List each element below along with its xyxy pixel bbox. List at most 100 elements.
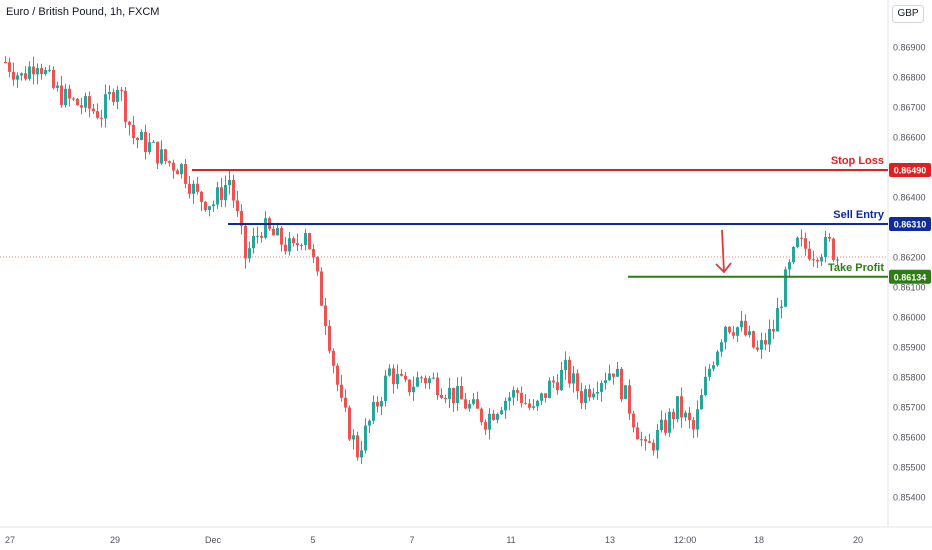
candle-body (36, 68, 39, 75)
candle-body (368, 420, 371, 426)
candle-body (716, 351, 719, 366)
x-tick-label: 12:00 (674, 535, 697, 545)
candle-body (4, 62, 7, 63)
candle-body (788, 262, 791, 270)
x-tick-label: 20 (853, 535, 863, 545)
candle-body (224, 185, 227, 201)
candle-body (416, 377, 419, 387)
candle-body (720, 342, 723, 352)
candle-body (168, 161, 171, 163)
candle-body (164, 149, 167, 162)
y-tick-label: 0.86400 (893, 193, 926, 203)
candle-body (792, 246, 795, 263)
candle-body (232, 179, 235, 201)
candle-body (120, 89, 123, 91)
currency-button[interactable]: GBP (892, 5, 924, 23)
candle-body (524, 403, 527, 405)
y-tick-label: 0.85500 (893, 463, 926, 473)
candle-body (28, 66, 31, 79)
y-tick-label: 0.86100 (893, 283, 926, 293)
candle-body (200, 191, 203, 202)
y-tick-label: 0.86200 (893, 253, 926, 263)
candle-body (280, 227, 283, 245)
y-tick-label: 0.85900 (893, 343, 926, 353)
candle-body (88, 96, 91, 109)
candle-body (344, 397, 347, 408)
candle-body (408, 379, 411, 393)
candle-body (620, 368, 623, 400)
candle-body (576, 373, 579, 392)
candle-body (488, 413, 491, 430)
candle-body (172, 162, 175, 171)
candle-body (804, 238, 807, 249)
candle-body (504, 400, 507, 411)
x-tick-label: Dec (205, 535, 222, 545)
y-tick-label: 0.86000 (893, 313, 926, 323)
candle-body (724, 326, 727, 343)
candle-body (184, 164, 187, 184)
candle-body (180, 164, 183, 175)
candle-body (412, 386, 415, 393)
candle-body (208, 206, 211, 211)
candle-body (832, 238, 835, 261)
candle-body (56, 85, 59, 88)
candle-body (684, 412, 687, 418)
candle-body (640, 439, 643, 441)
candle-body (328, 325, 331, 351)
candle-body (596, 391, 599, 394)
candle-body (160, 149, 163, 164)
candle-body (484, 422, 487, 430)
candle-body (680, 396, 683, 418)
candle-body (740, 320, 743, 328)
candle-body (516, 390, 519, 393)
candle-body (744, 320, 747, 335)
level-label-2: Take Profit (828, 262, 884, 274)
level-price-text-1: 0.86310 (894, 220, 927, 230)
candle-body (308, 232, 311, 250)
candle-body (644, 439, 647, 442)
candle-body (760, 340, 763, 350)
candle-body (356, 435, 359, 458)
candle-body (464, 399, 467, 409)
candle-body (176, 170, 179, 175)
level-label-0: Stop Loss (831, 155, 884, 167)
candle-body (228, 179, 231, 186)
candle-body (12, 71, 15, 80)
candle-body (352, 435, 355, 440)
candle-body (652, 442, 655, 451)
candle-body (196, 183, 199, 192)
candle-body (472, 399, 475, 404)
candle-body (76, 98, 79, 106)
candle-body (604, 380, 607, 384)
candle-body (500, 410, 503, 415)
candle-body (732, 332, 735, 336)
candle-body (712, 365, 715, 369)
candle-body (548, 380, 551, 398)
candle-body (304, 232, 307, 245)
candle-body (388, 368, 391, 376)
candle-body (188, 183, 191, 194)
candle-body (72, 98, 75, 100)
candle-body (812, 259, 815, 261)
candle-body (828, 236, 831, 239)
candle-body (32, 66, 35, 75)
candle-body (572, 373, 575, 384)
candle-body (80, 105, 83, 108)
candle-body (784, 269, 787, 307)
level-price-tag-1 (889, 217, 931, 231)
candle-body (312, 249, 315, 258)
candle-body (648, 441, 651, 443)
candle-body (216, 187, 219, 205)
candle-body (736, 327, 739, 336)
candle-body (332, 350, 335, 366)
candle-body (800, 237, 803, 239)
candle-body (372, 401, 375, 421)
candle-body (564, 359, 567, 370)
candle-body (204, 201, 207, 211)
candle-body (68, 88, 71, 99)
arrow-head-icon (715, 262, 732, 274)
candle-body (824, 236, 827, 258)
candle-body (780, 306, 783, 309)
y-tick-label: 0.86900 (893, 43, 926, 53)
